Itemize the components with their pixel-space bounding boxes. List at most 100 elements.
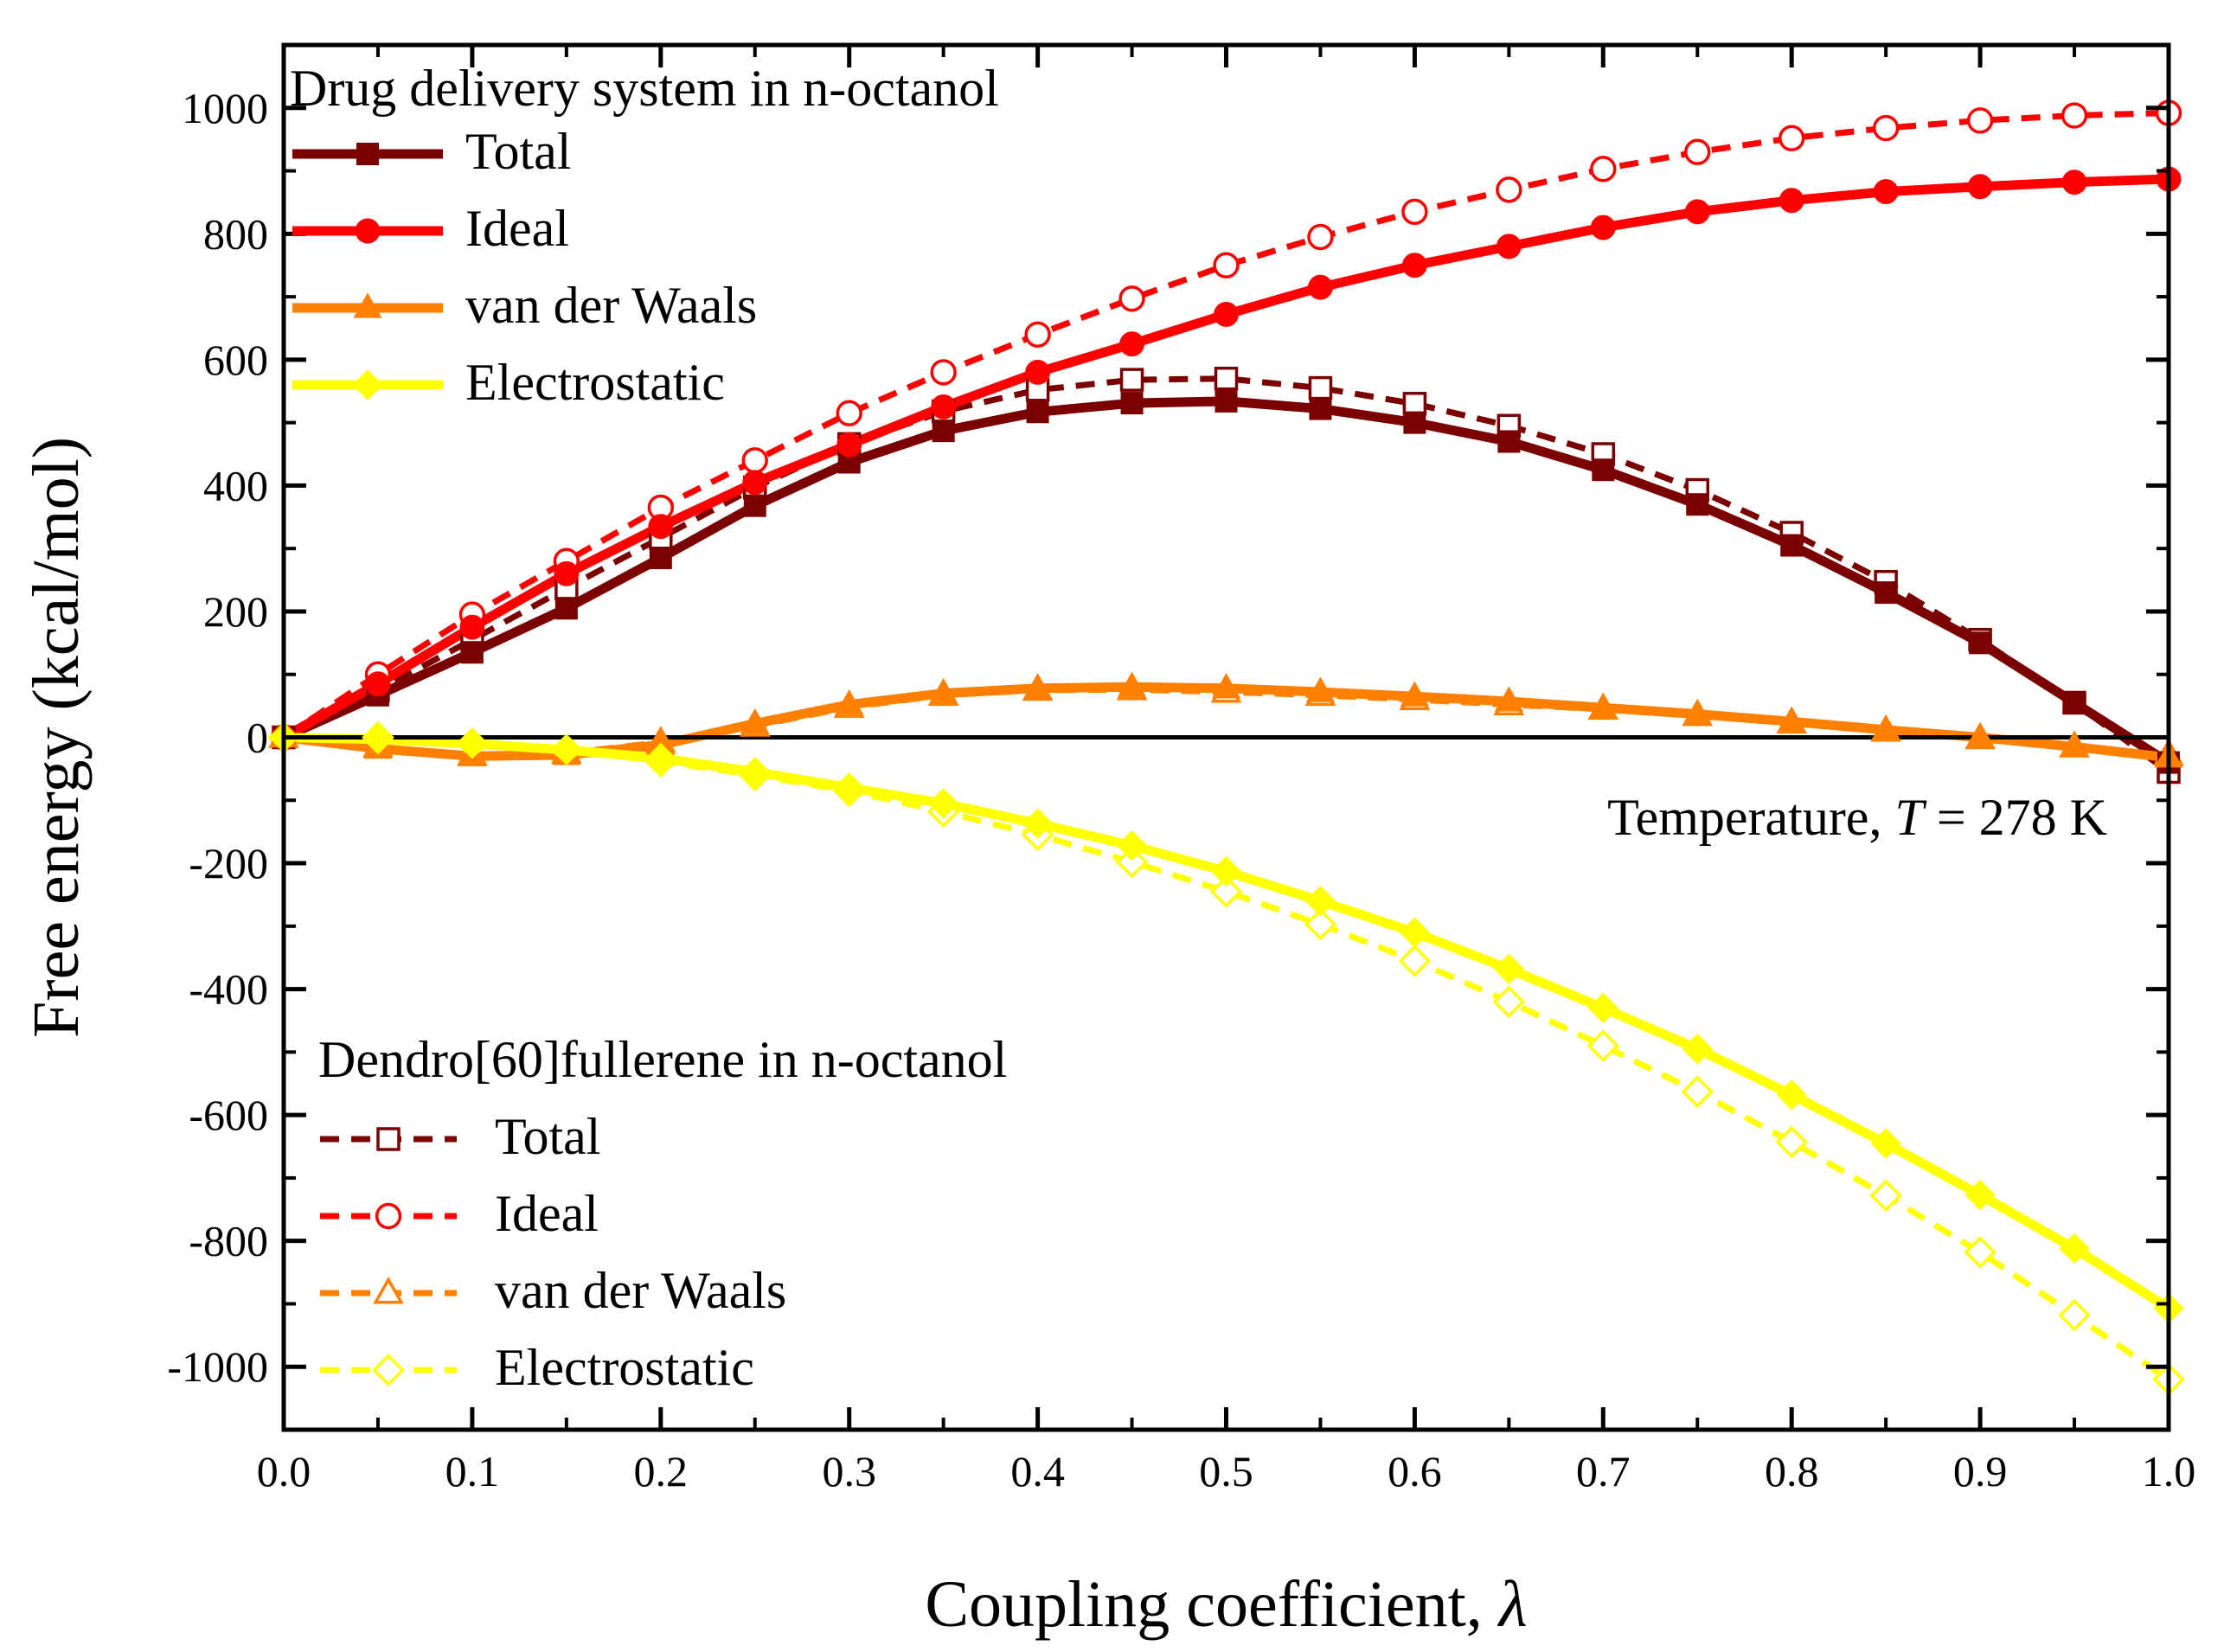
data-point-drug-ideal xyxy=(1401,253,1427,279)
data-point-drug-electrostatic xyxy=(927,788,959,819)
data-point-drug-ideal xyxy=(836,432,862,458)
data-point-drug-electrostatic xyxy=(740,756,771,788)
data-point-drug-ideal xyxy=(365,671,391,697)
annotation: Temperature, T = 278 K xyxy=(1607,789,2107,846)
data-point-drug-ideal xyxy=(1684,199,1710,225)
data-point-drug-electrostatic xyxy=(1587,992,1619,1024)
data-point-dendro-ideal xyxy=(1118,285,1145,312)
x-tick-label: 0.2 xyxy=(634,1447,689,1495)
data-point-drug-van-der-waals xyxy=(929,677,958,704)
data-point-dendro-electrostatic xyxy=(1964,1235,1996,1269)
data-point-dendro-ideal xyxy=(1024,321,1051,348)
data-point-dendro-electrostatic xyxy=(2058,1298,2091,1332)
data-point-drug-van-der-waals xyxy=(835,689,864,715)
data-point-drug-ideal xyxy=(1779,188,1804,214)
data-point-dendro-ideal xyxy=(1966,107,1994,134)
data-point-drug-total xyxy=(2063,691,2086,714)
legend-entry-electrostatic: Electrostatic xyxy=(292,354,725,411)
data-point-drug-electrostatic xyxy=(1682,1033,1713,1065)
y-tick-label: -600 xyxy=(189,1091,268,1139)
legend-marker-swatch xyxy=(352,369,383,400)
data-point-drug-total xyxy=(1686,493,1709,516)
data-point-dendro-ideal xyxy=(1684,138,1711,165)
data-point-drug-ideal xyxy=(742,470,768,496)
data-point-dendro-electrostatic xyxy=(1209,874,1243,908)
legend-title: Dendro[60]fullerene in n-octanol xyxy=(318,1031,1007,1088)
data-point-drug-electrostatic xyxy=(1210,855,1242,887)
data-point-drug-electrostatic xyxy=(1776,1079,1807,1111)
data-point-drug-total xyxy=(1780,534,1804,557)
data-point-dendro-total xyxy=(1119,368,1144,392)
axes: 0.0 0.1 0.2 0.3 0.4 0.5 0.6 0.7 0.8 0.9 1.0 1000 800… xyxy=(20,42,2195,1641)
x-tick-label: 0.8 xyxy=(1765,1447,1819,1495)
data-point-drug-electrostatic xyxy=(1964,1179,1996,1211)
data-point-drug-ideal xyxy=(1025,359,1051,385)
data-point-drug-van-der-waals xyxy=(1494,686,1523,712)
data-point-dendro-ideal xyxy=(1779,125,1805,151)
data-point-drug-van-der-waals xyxy=(1305,676,1336,702)
legend-label: Electrostatic xyxy=(465,354,725,411)
data-point-drug-van-der-waals xyxy=(2060,731,2089,757)
data-point-drug-total xyxy=(1875,581,1898,605)
data-point-dendro-ideal xyxy=(1872,114,1900,142)
data-point-drug-van-der-waals xyxy=(1023,673,1053,699)
data-point-dendro-ideal xyxy=(1401,198,1428,226)
legend-dendro60fullerene-in-n-octanol: Dendro[60]fullerene in n-octanol Total Ide… xyxy=(318,1031,1007,1396)
legend-entry-electrostatic: Electrostatic xyxy=(320,1339,754,1396)
data-point-drug-total xyxy=(1026,400,1049,424)
x-axis-title-text: Coupling coefficient, xyxy=(925,1568,1498,1641)
data-point-dendro-total xyxy=(1402,392,1427,416)
legend-entry-van-der-waals: van der Waals xyxy=(292,277,757,334)
annotation-symbol: T xyxy=(1894,789,1926,846)
data-point-dendro-ideal xyxy=(2061,102,2088,129)
data-point-drug-electrostatic xyxy=(1399,917,1431,948)
data-point-drug-ideal xyxy=(1308,274,1333,300)
y-tick-label: -200 xyxy=(189,839,268,887)
legend-label: Ideal xyxy=(465,200,569,257)
legend-marker-swatch xyxy=(356,143,379,165)
legend-entry-ideal: Ideal xyxy=(320,1185,599,1242)
data-point-drug-total xyxy=(1497,430,1521,453)
x-axis-title: Coupling coefficient, λ xyxy=(925,1568,1527,1641)
data-point-drug-ideal xyxy=(459,614,485,640)
data-point-drug-ideal xyxy=(1496,234,1522,259)
data-point-drug-van-der-waals xyxy=(1682,698,1712,725)
data-point-dendro-ideal xyxy=(836,400,862,426)
data-point-drug-electrostatic xyxy=(645,742,676,774)
data-point-drug-ideal xyxy=(1214,302,1239,327)
data-point-drug-electrostatic xyxy=(2059,1233,2090,1265)
annotation-suffix: = 278 K xyxy=(1924,789,2107,846)
legend-label: van der Waals xyxy=(495,1262,786,1319)
data-point-drug-electrostatic xyxy=(551,734,582,765)
data-point-dendro-electrostatic xyxy=(1492,985,1526,1018)
legend-entry-ideal: Ideal xyxy=(292,200,569,257)
data-point-drug-ideal xyxy=(1119,331,1144,357)
data-point-drug-total xyxy=(932,419,955,443)
data-point-drug-total xyxy=(460,641,484,664)
legend-label: Total xyxy=(495,1108,600,1165)
data-point-drug-van-der-waals xyxy=(1965,721,1995,748)
data-point-drug-total xyxy=(1403,411,1426,434)
data-point-drug-electrostatic xyxy=(833,772,865,804)
x-tick-label: 0.7 xyxy=(1576,1447,1631,1495)
data-point-dendro-total xyxy=(1214,366,1239,391)
data-point-drug-total xyxy=(1309,397,1332,420)
data-point-dendro-ideal xyxy=(930,359,957,386)
data-point-drug-ideal xyxy=(931,394,957,419)
data-point-drug-van-der-waals xyxy=(740,708,770,734)
data-point-dendro-electrostatic xyxy=(1398,944,1432,977)
legend-title: Drug delivery system in n-octanol xyxy=(290,60,999,117)
legend-marker-swatch xyxy=(355,218,381,244)
data-point-drug-ideal xyxy=(2061,170,2087,195)
data-point-drug-van-der-waals xyxy=(1117,671,1147,697)
data-point-drug-total xyxy=(1969,631,1992,655)
legend-marker-swatch xyxy=(373,1276,404,1304)
data-point-drug-total xyxy=(1592,458,1615,482)
legend-marker-swatch xyxy=(353,292,382,318)
data-point-dendro-electrostatic xyxy=(1586,1029,1620,1062)
y-tick-label: -1000 xyxy=(167,1342,268,1391)
data-point-dendro-electrostatic xyxy=(1869,1179,1902,1213)
data-point-dendro-ideal xyxy=(1213,252,1240,279)
legends: Drug delivery system in n-octanol Total Id… xyxy=(290,60,1007,1396)
